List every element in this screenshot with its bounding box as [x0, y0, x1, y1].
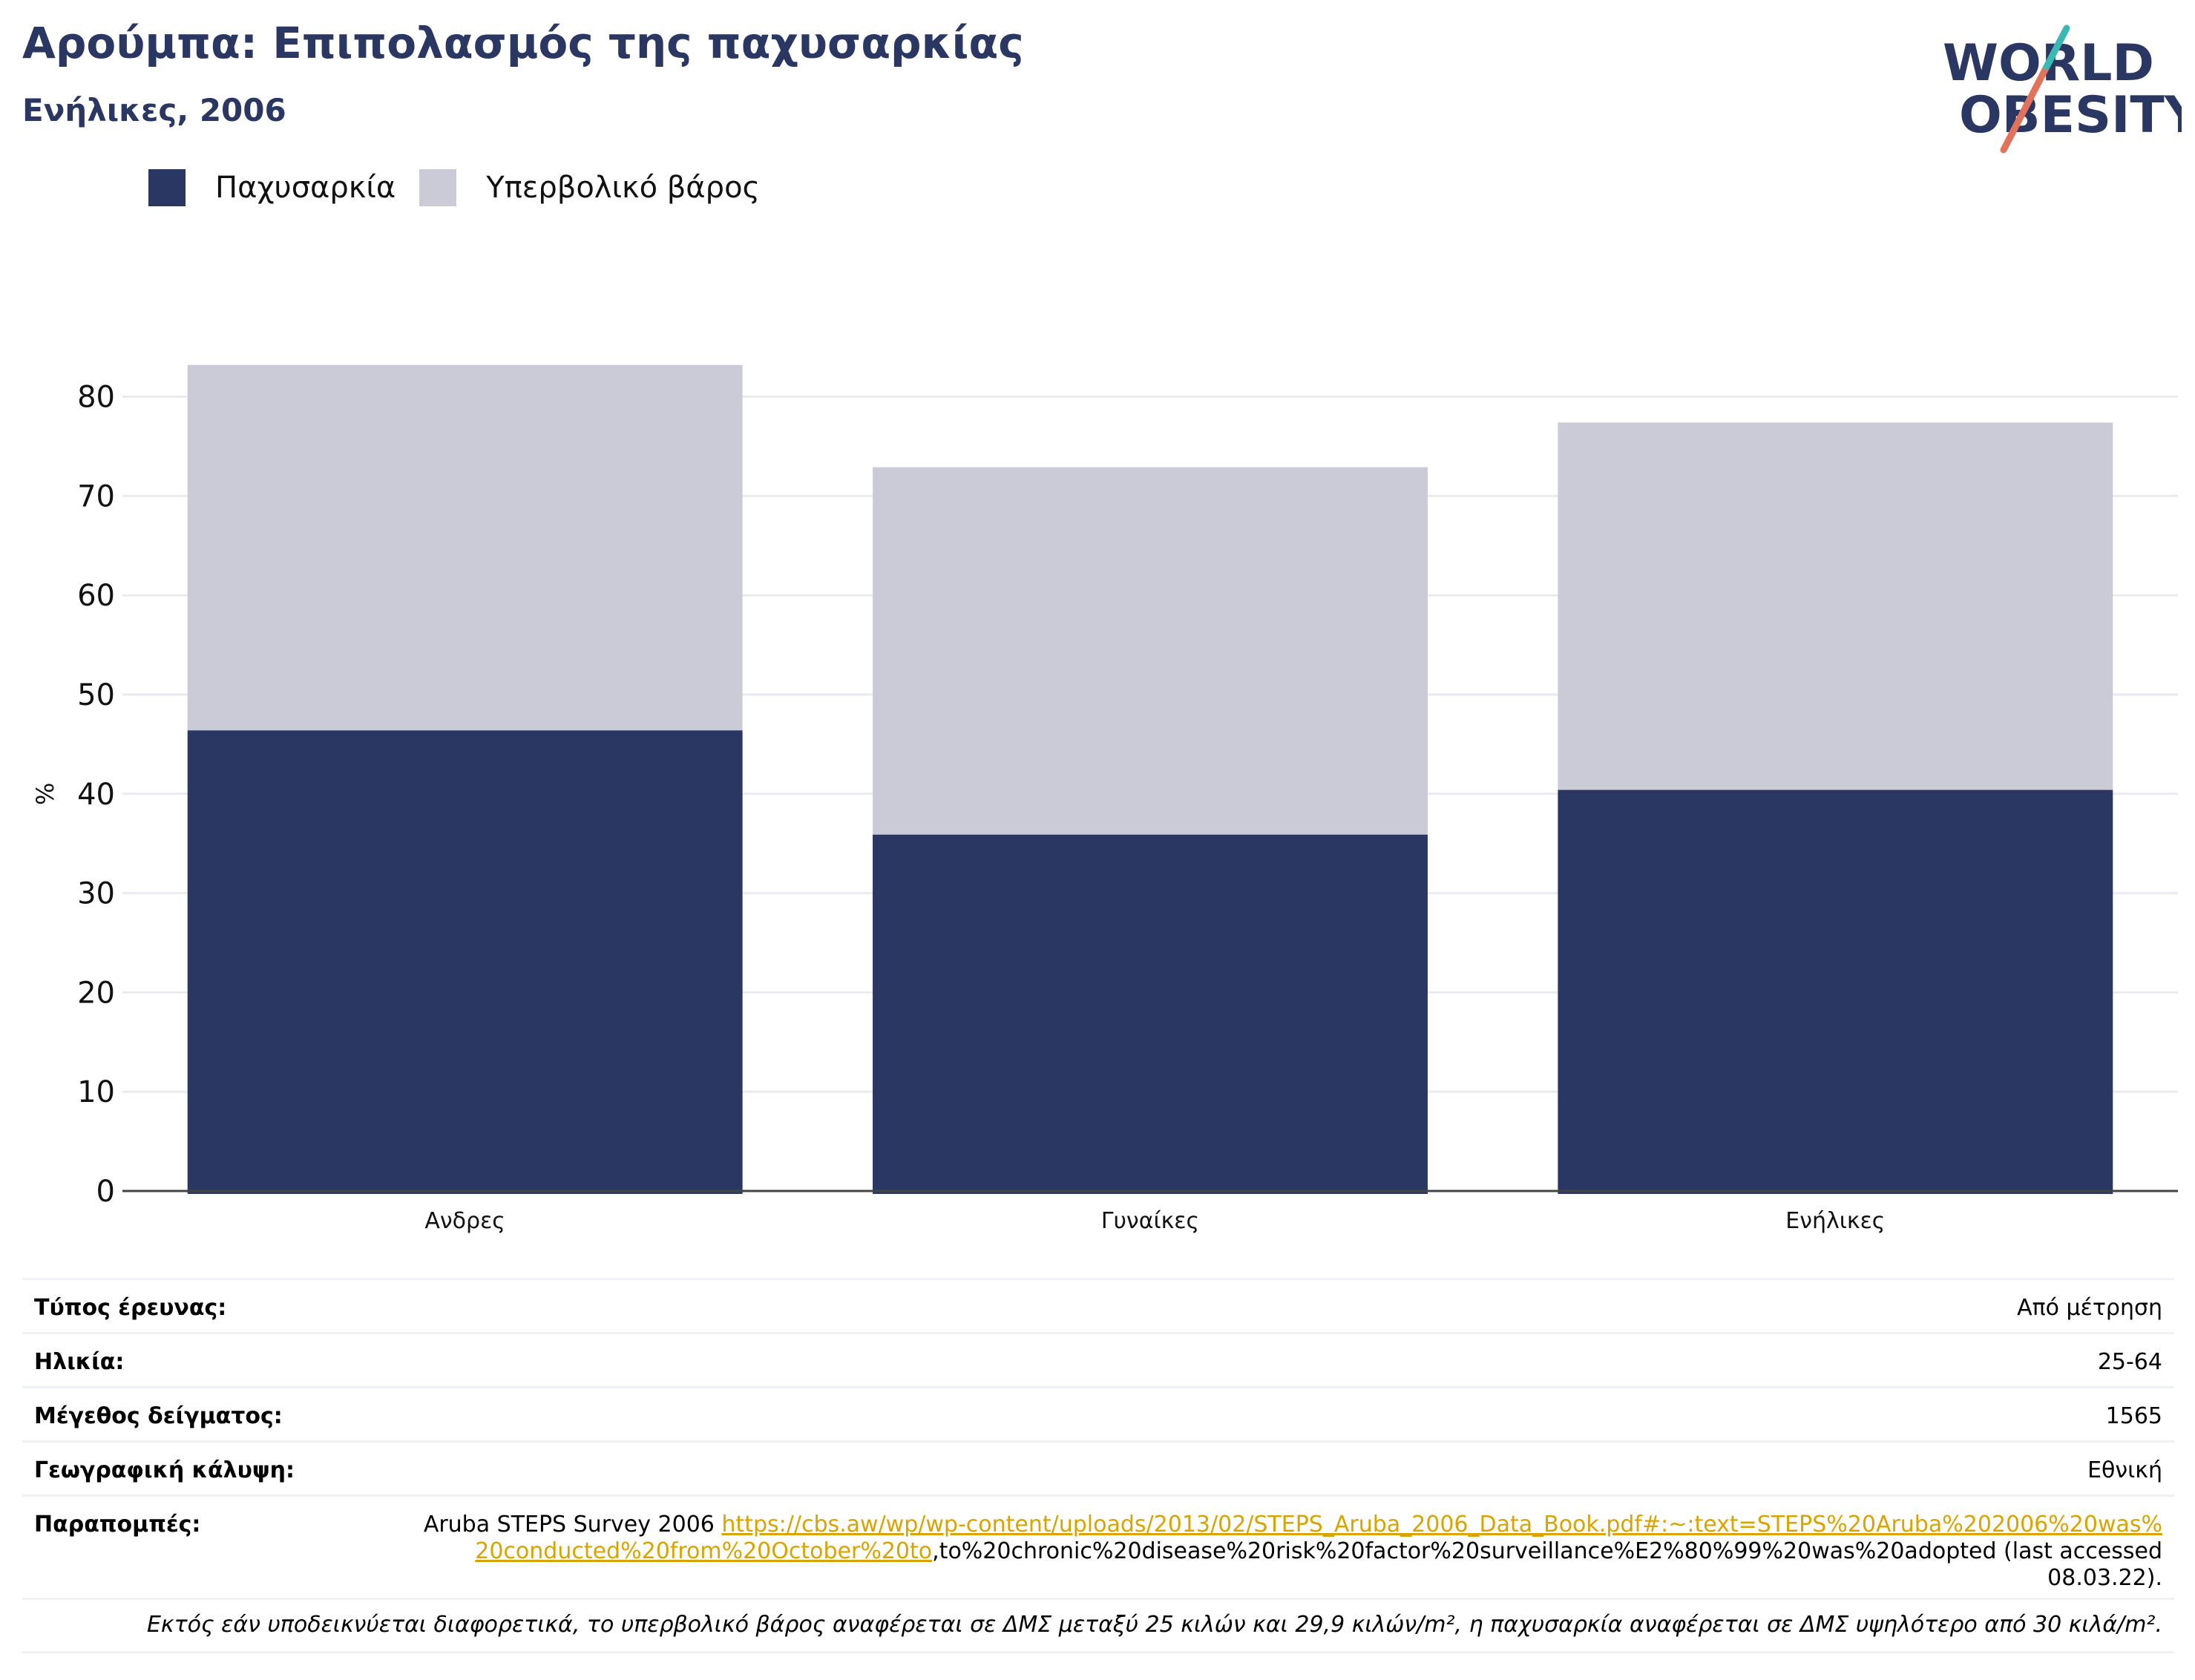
- y-tick-label: 80: [77, 381, 115, 415]
- meta-value-survey-type: Από μέτρηση: [2017, 1295, 2162, 1321]
- logo-word-line2: OBESITY: [1959, 86, 2182, 145]
- survey-metadata: Τύπος έρευνας: Από μέτρηση Ηλικία: 25-64…: [22, 1278, 2174, 1653]
- legend-label-obesity: Παχυσαρκία: [215, 171, 396, 205]
- chart-legend: Παχυσαρκία Υπερβολικό βάρος: [148, 169, 784, 206]
- meta-label-age: Ηλικία:: [34, 1349, 125, 1375]
- y-tick-label: 20: [77, 976, 115, 1010]
- x-tick-label: Ανδρες: [424, 1208, 505, 1234]
- legend-item-overweight: Υπερβολικό βάρος: [419, 169, 760, 206]
- x-tick-label: Ενήλικες: [1785, 1208, 1885, 1234]
- y-tick-label: 40: [77, 778, 115, 812]
- reference-text: Aruba STEPS Survey 2006: [423, 1512, 722, 1538]
- meta-value-coverage: Εθνική: [2087, 1457, 2162, 1483]
- page-title: Αρούμπα: Επιπολασμός της παχυσαρκίας: [22, 18, 1024, 68]
- y-tick-label: 60: [77, 579, 115, 613]
- y-tick-label: 70: [77, 479, 115, 513]
- bar-overweight: [873, 467, 1428, 835]
- y-axis-label: %: [31, 783, 59, 805]
- reference-link[interactable]: https://cbs.aw/wp/wp-content/uploads/201…: [475, 1512, 2162, 1564]
- logo-slash-red: [2000, 63, 2050, 154]
- meta-value-references: Aruba STEPS Survey 2006 https://cbs.aw/w…: [419, 1512, 2162, 1592]
- bar-obesity: [187, 730, 743, 1194]
- page-subtitle: Ενήλικες, 2006: [22, 92, 286, 128]
- meta-label-sample-size: Μέγεθος δείγματος:: [34, 1403, 283, 1429]
- meta-value-age: 25-64: [2097, 1349, 2162, 1375]
- meta-row-sample-size: Μέγεθος δείγματος: 1565: [22, 1386, 2174, 1440]
- meta-label-survey-type: Τύπος έρευνας:: [34, 1295, 227, 1321]
- logo-slash-teal: [2043, 24, 2070, 70]
- meta-row-references: Παραπομπές: Aruba STEPS Survey 2006 http…: [22, 1494, 2174, 1598]
- y-tick-label: 50: [77, 678, 115, 712]
- legend-item-obesity: Παχυσαρκία: [148, 169, 396, 206]
- bar-obesity: [1558, 790, 2113, 1194]
- definition-note: Εκτός εάν υποδεικνύεται διαφορετικά, το …: [22, 1598, 2174, 1653]
- legend-label-overweight: Υπερβολικό βάρος: [486, 171, 761, 205]
- y-tick-label: 10: [77, 1075, 115, 1109]
- legend-swatch-overweight: [419, 169, 457, 206]
- stacked-bar-chart: 0 10 20 30 40 50 60 70 80% Ανδρες Γυναίκες Ενήλικες: [31, 364, 2178, 1234]
- meta-row-age: Ηλικία: 25-64: [22, 1332, 2174, 1386]
- world-obesity-logo: WORLD OBESITY: [1943, 24, 2182, 154]
- y-tick-label: 0: [96, 1175, 115, 1209]
- meta-label-references: Παραπομπές:: [34, 1512, 201, 1538]
- x-tick-label: Γυναίκες: [1101, 1208, 1199, 1234]
- meta-label-coverage: Γεωγραφική κάλυψη:: [34, 1457, 295, 1483]
- bar-overweight: [187, 364, 743, 731]
- meta-row-survey-type: Τύπος έρευνας: Από μέτρηση: [22, 1278, 2174, 1332]
- bar-obesity: [873, 834, 1428, 1194]
- meta-row-coverage: Γεωγραφική κάλυψη: Εθνική: [22, 1440, 2174, 1494]
- meta-value-sample-size: 1565: [2105, 1403, 2162, 1429]
- reference-suffix: ,to%20chronic%20disease%20risk%20factor%…: [932, 1538, 2162, 1591]
- legend-swatch-obesity: [148, 169, 186, 206]
- y-tick-label: 30: [77, 877, 115, 911]
- bar-overweight: [1558, 422, 2113, 790]
